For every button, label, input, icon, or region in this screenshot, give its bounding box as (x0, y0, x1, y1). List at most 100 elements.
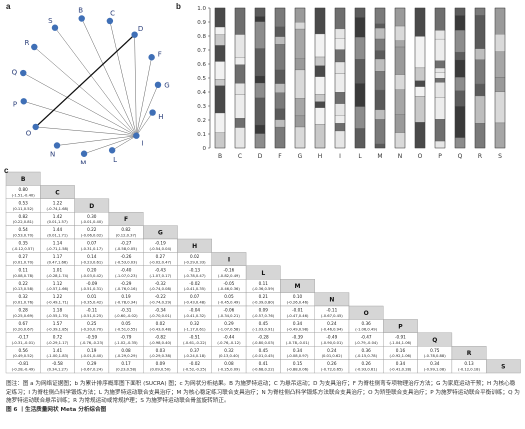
league-ci: (-0.29,1.17) (47, 341, 69, 345)
network-node-G (154, 81, 162, 89)
league-ci: (-0.29,0.33) (184, 260, 206, 264)
sucra-segment (234, 57, 246, 65)
league-estimate: 1.42 (53, 214, 63, 219)
league-estimate: 0.75 (430, 348, 440, 353)
league-ci: (-0.74,1.68) (47, 207, 69, 211)
network-edge-N-I (57, 135, 137, 146)
league-estimate: -0.39 (292, 334, 303, 339)
network-node-I (133, 132, 140, 139)
league-ci: (-0.76,-0.23) (80, 341, 104, 345)
sucra-segment (394, 114, 406, 133)
league-estimate: 0.09 (259, 308, 269, 313)
sucra-x-label-R: R (478, 153, 482, 160)
sucra-segment (294, 7, 306, 23)
sucra-segment (294, 28, 306, 59)
league-estimate: -0.32 (155, 281, 166, 286)
sucra-segment (474, 123, 486, 149)
network-edge-F-I (136, 57, 152, 136)
league-label-N: N (329, 297, 334, 304)
league-ci: (-0.74,0.08) (149, 287, 171, 291)
league-estimate: -0.02 (189, 361, 200, 366)
sucra-x-label-I: I (339, 153, 341, 160)
league-estimate: 0.29 (87, 361, 97, 366)
sucra-bar-outline (414, 7, 426, 149)
league-ci: (-0.67,0.45) (321, 314, 343, 318)
sucra-chart-panel: b 0 0.1 0.2 0.3 0.4 0.5 0.6 0.7 0.8 0.9 1.0 B C D F G H I… (176, 2, 524, 170)
league-estimate: 1.44 (53, 227, 63, 232)
sucra-segment (454, 7, 466, 16)
league-ci: (-0.01,0.45) (252, 354, 274, 358)
league-estimate: 0.54 (18, 227, 28, 232)
sucra-segment (234, 127, 246, 149)
sucra-bar-outline (394, 7, 406, 149)
league-ci: (-0.76,0.16) (115, 287, 137, 291)
league-ci: (-0.36,0.59) (252, 287, 274, 291)
network-node-label-H: H (158, 113, 163, 121)
sucra-segment (374, 28, 386, 40)
league-ci: (-0.47,0.46) (287, 314, 309, 318)
league-ci: (-1.17,0.61) (184, 327, 206, 331)
sucra-segment (434, 140, 446, 149)
sucra-segment (294, 126, 306, 149)
sucra-segment (374, 58, 386, 72)
league-estimate: 0.27 (18, 254, 28, 259)
sucra-segment (314, 107, 326, 125)
league-ci: (-0.92,1.06) (390, 354, 412, 358)
caption-text: 图注：图 a 为网络证据图；b 为累计排序概率图下面积 (SUCRA) 图；c … (6, 381, 520, 405)
league-label-Q: Q (432, 337, 437, 344)
sucra-segment (314, 101, 326, 108)
sucra-y-tick-label: 0.4 (197, 90, 206, 96)
sucra-y-tick-label: 0.7 (197, 48, 206, 54)
network-node-label-N: N (50, 150, 55, 158)
sucra-segment (274, 108, 286, 120)
league-ci: (-0.28,-0.49) (12, 368, 36, 372)
sucra-segment (274, 7, 286, 27)
league-label-R: R (467, 350, 472, 357)
league-estimate: 0.17 (121, 361, 131, 366)
league-ci: (-0.78,0.47) (184, 274, 206, 278)
league-ci: (-0.01,0.40) (81, 354, 103, 358)
league-estimate: -0.11 (86, 308, 97, 313)
league-ci: (-0.76,-0.12) (217, 341, 241, 345)
league-estimate: -0.91 (395, 334, 406, 339)
sucra-segment (314, 124, 326, 149)
sucra-segment (354, 83, 366, 107)
league-estimate: 1.57 (53, 321, 63, 326)
league-estimate: -0.43 (155, 267, 166, 272)
sucra-segment (374, 71, 386, 91)
league-estimate: 0.53 (18, 200, 28, 205)
league-estimate: -0.04 (189, 308, 200, 313)
sucra-segment (234, 64, 246, 84)
sucra-x-label-G: G (298, 153, 303, 160)
league-estimate: 0.24 (327, 321, 337, 326)
sucra-segment (434, 7, 446, 31)
network-edge-M-I (83, 135, 137, 154)
network-plot-panel: a B C D F G H I L M N O P Q R S (4, 2, 176, 168)
league-estimate: -0.09 (86, 281, 97, 286)
sucra-bar-Q (454, 7, 466, 149)
league-table-panel: c B 0.80 (-1.51,-0.40) C 0.53 (0.11,0.52) 1.22… (4, 166, 522, 378)
sucra-y-tick-label: 0.5 (197, 76, 206, 82)
league-ci: (-0.80,0.03) (252, 341, 274, 345)
league-ci: (-0.68,0.22) (252, 368, 274, 372)
sucra-bar-I (334, 7, 346, 149)
sucra-segment (214, 79, 226, 86)
sucra-segment (334, 38, 346, 50)
sucra-segment (254, 97, 266, 126)
sucra-bar-outline (474, 7, 486, 149)
league-estimate: 0.35 (18, 241, 28, 246)
sucra-x-label-Q: Q (458, 153, 463, 160)
network-edge-O-D (35, 34, 136, 128)
sucra-segment (454, 30, 466, 53)
league-ci: (-0.34,0.21) (218, 314, 240, 318)
league-estimate: -0.05 (224, 281, 235, 286)
league-estimate: 1.22 (53, 294, 63, 299)
sucra-segment (454, 59, 466, 78)
league-estimate: 1.18 (53, 308, 63, 313)
league-estimate: -0.11 (326, 308, 337, 313)
league-ci: (0.20,0.67) (13, 327, 34, 331)
league-ci: (-0.29,0.29) (115, 354, 137, 358)
network-node-H (149, 109, 156, 116)
sucra-segment (234, 94, 246, 119)
sucra-segment (414, 86, 426, 97)
